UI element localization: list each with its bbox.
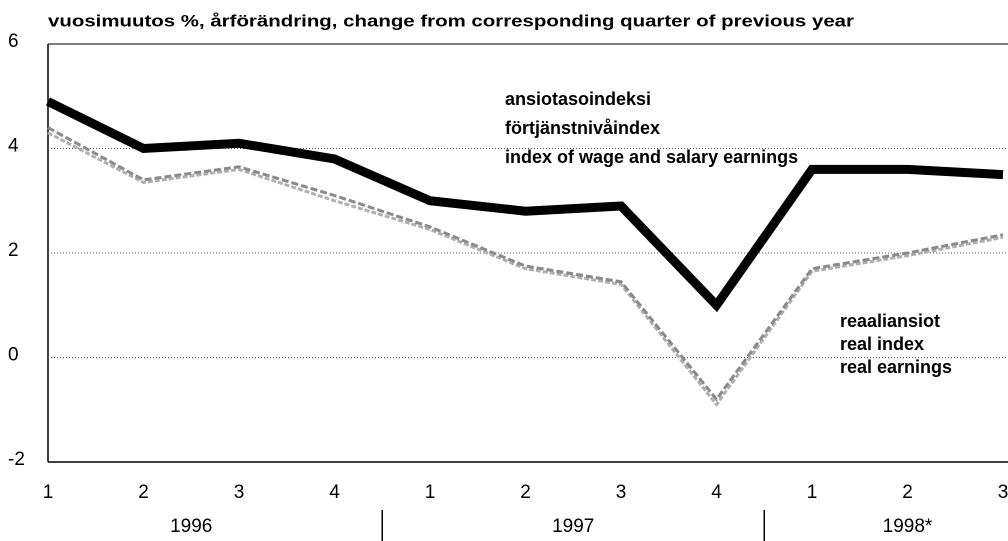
series-line: [47, 131, 1004, 408]
series-label: real index: [840, 334, 924, 354]
series-line: [46, 97, 1004, 313]
x-group-label: 1998*: [883, 516, 933, 537]
x-tick-label: 3: [998, 482, 1008, 503]
x-tick-label: 2: [138, 482, 149, 503]
y-tick-label: -2: [8, 449, 25, 470]
x-tick-label: 1: [43, 482, 54, 503]
series-label: real earnings: [840, 357, 952, 377]
x-tick-label: 1: [807, 482, 818, 503]
series-label: förtjänstnivåindex: [505, 118, 660, 138]
series-label: reaaliansiot: [840, 311, 940, 331]
y-tick-label: 6: [8, 31, 19, 52]
x-tick-label: 4: [329, 482, 340, 503]
x-tick-label: 4: [711, 482, 722, 503]
x-group-label: 1996: [170, 516, 212, 537]
x-tick-label: 3: [234, 482, 245, 503]
y-tick-label: 2: [8, 240, 19, 261]
y-tick-label: 0: [8, 345, 19, 366]
chart-title: vuosimuutos %, årförändring, change from…: [48, 11, 854, 30]
x-group-label: 1997: [552, 516, 594, 537]
series-label: index of wage and salary earnings: [505, 147, 798, 167]
y-tick-label: 4: [8, 136, 19, 157]
series-line: [47, 126, 1004, 402]
x-tick-label: 2: [520, 482, 531, 503]
x-tick-label: 3: [616, 482, 627, 503]
x-tick-label: 1: [425, 482, 436, 503]
x-tick-label: 2: [902, 482, 913, 503]
series-label: ansiotasoindeksi: [505, 89, 651, 109]
